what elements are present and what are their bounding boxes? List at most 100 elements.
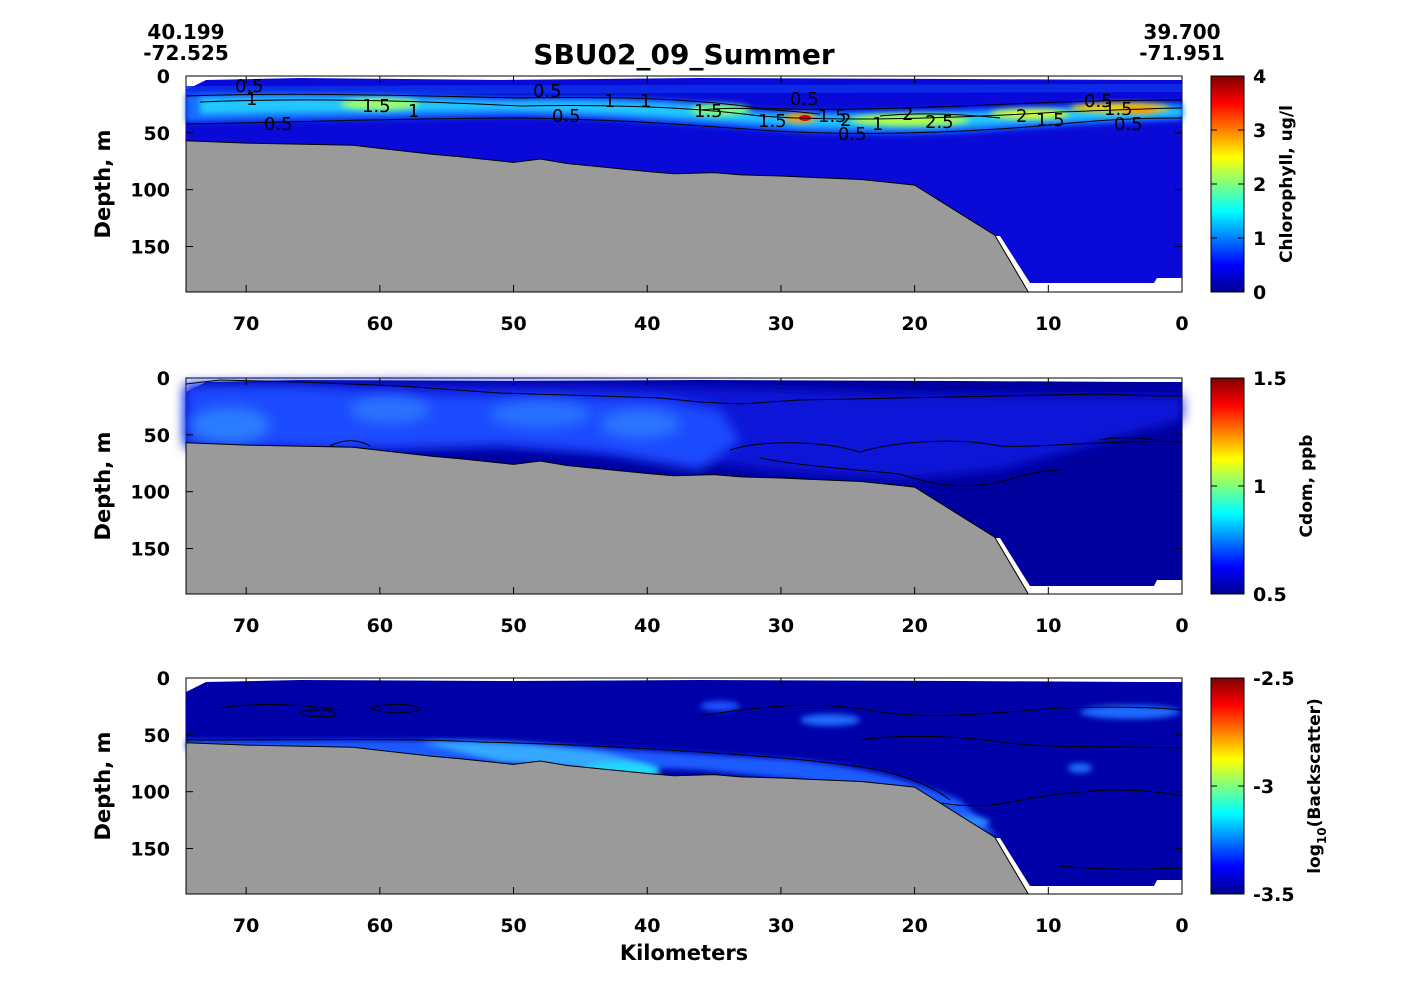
colorbar-ticks: -3.5 -3 -2.5: [1211, 668, 1295, 906]
colorbar-tick-label: -2.5: [1253, 668, 1295, 690]
start-longitude: -72.525: [143, 41, 228, 65]
colorbar-tick-label: 0: [1253, 282, 1266, 304]
y-tick-label: 100: [130, 782, 170, 804]
x-tick-label: 30: [768, 313, 794, 335]
y-axis-label: Depth, m: [91, 732, 115, 841]
y-axis-ticks: 0 50 100 150: [130, 668, 1182, 861]
contour-label: 0.5: [1084, 91, 1113, 112]
contour-label: 0.5: [235, 76, 264, 97]
y-tick-label: 100: [130, 482, 170, 504]
seafloor-bathymetry: [185, 742, 1030, 895]
x-tick-label: 70: [233, 915, 259, 937]
x-tick-label: 0: [1175, 915, 1188, 937]
colorbar-label-rest: (Backscatter): [1305, 698, 1325, 827]
x-tick-label: 70: [233, 313, 259, 335]
contour-label: 1.5: [758, 111, 787, 132]
colorbar-ticks: 0.5 1 1.5: [1211, 368, 1287, 606]
contour-label: 2: [1016, 106, 1027, 127]
y-tick-label: 50: [144, 425, 170, 447]
x-tick-label: 40: [634, 915, 660, 937]
contour-label: 1.5: [818, 106, 847, 127]
contour-label: 0.5: [838, 124, 867, 145]
x-tick-label: 10: [1035, 313, 1061, 335]
colorbar-label-subscript: 10: [1315, 827, 1329, 844]
y-axis-ticks: 0 50 100 150: [130, 66, 1182, 259]
x-tick-label: 30: [768, 915, 794, 937]
y-tick-label: 50: [144, 725, 170, 747]
x-tick-label: 60: [367, 313, 393, 335]
colorbar-tick-label: 2: [1253, 174, 1266, 196]
y-axis-ticks: 0 50 100 150: [130, 368, 1182, 561]
y-tick-label: 150: [130, 237, 170, 259]
contour-label: 1: [604, 91, 615, 112]
x-tick-label: 0: [1175, 313, 1188, 335]
x-tick-label: 50: [500, 313, 526, 335]
colorbar-tick-label: 0.5: [1253, 584, 1287, 606]
y-tick-label: 150: [130, 839, 170, 861]
contour-label: 1.5: [362, 96, 391, 117]
x-tick-label: 60: [367, 615, 393, 637]
x-axis-label: Kilometers: [620, 941, 748, 965]
colorbar-tick-label: -3: [1253, 776, 1274, 798]
y-tick-label: 100: [130, 180, 170, 202]
x-axis-ticks: 70 60 50 40 30 20 10 0: [233, 378, 1189, 637]
colorbar-tick-label: 1: [1253, 476, 1266, 498]
x-axis-ticks: 70 60 50 40 30 20 10 0: [233, 76, 1189, 335]
contour-label: 0.5: [1114, 114, 1143, 135]
y-tick-label: 0: [157, 66, 170, 88]
chlorophyll-panel: 0.5 1 0.5 1.5 1 0.5 1 0.5 1.5 1 1.5 0.5 …: [91, 66, 1297, 335]
colorbar-tick-label: 1: [1253, 228, 1266, 250]
y-axis-label: Depth, m: [91, 130, 115, 239]
x-axis-ticks: 70 60 50 40 30 20 10 0: [233, 678, 1189, 937]
contour-label: 1: [408, 101, 419, 122]
contour-label: 0.5: [552, 106, 581, 127]
backscatter-contours: [185, 703, 1183, 870]
colorbar-label-log: log: [1305, 844, 1325, 874]
x-tick-label: 10: [1035, 615, 1061, 637]
seafloor-bathymetry: [185, 140, 1030, 293]
chlorophyll-contour-labels: 0.5 1 0.5 1.5 1 0.5 1 0.5 1.5 1 1.5 0.5 …: [235, 76, 1143, 145]
y-tick-label: 0: [157, 668, 170, 690]
contour-label: 1.5: [1036, 110, 1065, 131]
x-tick-label: 20: [901, 313, 927, 335]
x-tick-label: 40: [634, 313, 660, 335]
end-latitude: 39.700: [1143, 20, 1220, 44]
contour-label: 2.5: [925, 112, 954, 133]
contour-label: 2: [902, 104, 913, 125]
y-tick-label: 50: [144, 123, 170, 145]
x-tick-label: 30: [768, 615, 794, 637]
x-tick-label: 50: [500, 915, 526, 937]
colorbar-ticks: 0 1 2 3 4: [1211, 66, 1266, 304]
x-tick-label: 20: [901, 615, 927, 637]
colorbar-tick-label: 4: [1253, 66, 1266, 88]
contour-label: 1: [872, 114, 883, 135]
start-latitude: 40.199: [147, 20, 224, 44]
contour-label: 1.5: [694, 101, 723, 122]
colorbar-label: Cdom, ppb: [1297, 435, 1317, 538]
chlorophyll-contours: [185, 93, 1183, 134]
x-tick-label: 70: [233, 615, 259, 637]
colorbar-tick-label: -3.5: [1253, 884, 1295, 906]
seafloor-bathymetry: [185, 442, 1030, 595]
colorbar-label: log10(Backscatter): [1305, 698, 1329, 874]
contour-label: 0.5: [264, 114, 293, 135]
y-axis-label: Depth, m: [91, 432, 115, 541]
contour-label: 1.5: [1104, 99, 1133, 120]
colorbar-tick-label: 1.5: [1253, 368, 1287, 390]
cdom-contours: [185, 379, 1183, 487]
contour-label: 1: [640, 91, 651, 112]
end-longitude: -71.951: [1139, 41, 1224, 65]
x-tick-label: 20: [901, 915, 927, 937]
contour-label: 2: [840, 110, 851, 131]
x-tick-label: 50: [500, 615, 526, 637]
contour-label: 0.5: [533, 81, 562, 102]
y-tick-label: 0: [157, 368, 170, 390]
colorbar-tick-label: 3: [1253, 120, 1266, 142]
y-tick-label: 150: [130, 539, 170, 561]
x-tick-label: 40: [634, 615, 660, 637]
x-tick-label: 10: [1035, 915, 1061, 937]
